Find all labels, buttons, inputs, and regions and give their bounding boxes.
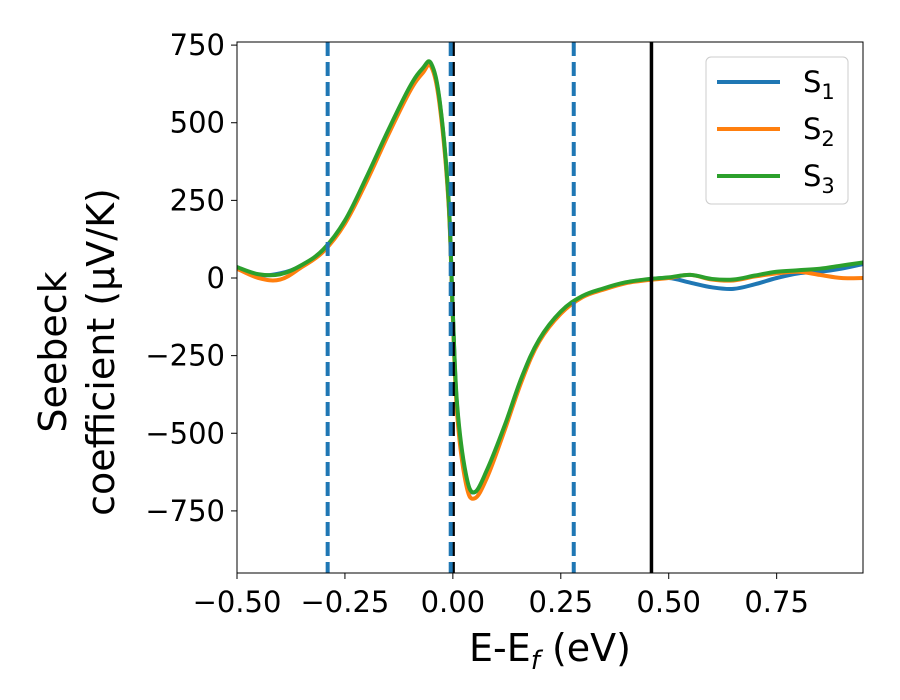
x-axis-label-main: E-E [469,626,531,670]
x-tick-label: −0.25 [300,585,389,619]
legend-label-s2: S2 [803,112,835,151]
legend-label-s1: S1 [803,65,835,104]
y-axis-label: Seebeck coefficient (μV/K) [31,188,123,516]
y-tick-label: 750 [170,28,225,62]
x-tick-label: 0.25 [529,585,594,619]
y-tick-label: 0 [207,261,225,295]
axis-ticks: −0.50 −0.25 0.00 0.25 0.50 0.75 750 500 250 0 −250… [145,28,809,619]
y-tick-label: −500 [145,416,225,450]
x-tick-label: 0.00 [421,585,486,619]
plot-lines [237,42,863,573]
y-axis-label-line2: coefficient (μV/K) [79,188,123,516]
plot-frame [236,41,864,574]
x-tick-label: 0.75 [744,585,809,619]
legend: S1 S2 S3 [705,56,849,205]
series-line-s3 [237,59,863,495]
x-tick-label: −0.50 [193,585,282,619]
y-tick-label: 250 [170,183,225,217]
x-axis-label: E-Ef (eV) [469,626,631,676]
legend-label-s3: S3 [803,159,835,198]
y-tick-label: −250 [145,339,225,373]
y-tick-label: −750 [145,494,225,528]
y-tick-label: 500 [170,106,225,140]
y-axis-label-line1: Seebeck [31,271,75,432]
x-axis-label-unit: (eV) [540,626,631,670]
x-tick-label: 0.50 [636,585,701,619]
